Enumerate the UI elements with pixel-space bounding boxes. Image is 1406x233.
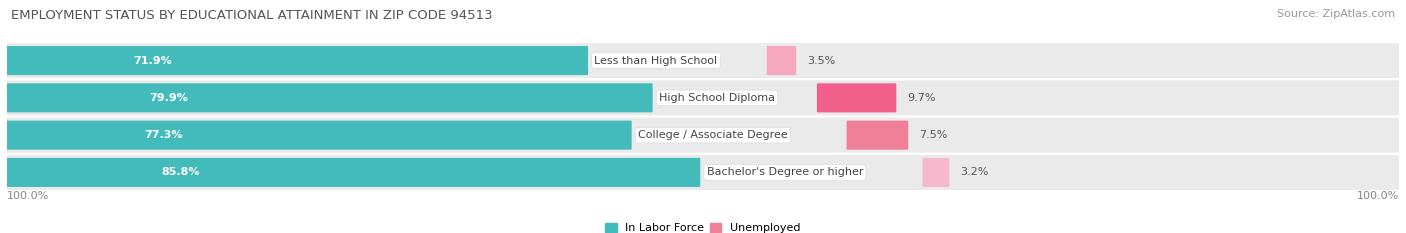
Text: 100.0%: 100.0%: [1357, 191, 1399, 201]
FancyBboxPatch shape: [846, 121, 908, 150]
Text: College / Associate Degree: College / Associate Degree: [638, 130, 787, 140]
Text: 71.9%: 71.9%: [132, 56, 172, 65]
FancyBboxPatch shape: [7, 118, 1399, 153]
Legend: In Labor Force, Unemployed: In Labor Force, Unemployed: [600, 219, 806, 233]
Text: 3.5%: 3.5%: [807, 56, 835, 65]
Text: 7.5%: 7.5%: [918, 130, 948, 140]
Text: EMPLOYMENT STATUS BY EDUCATIONAL ATTAINMENT IN ZIP CODE 94513: EMPLOYMENT STATUS BY EDUCATIONAL ATTAINM…: [11, 9, 494, 22]
Text: 3.2%: 3.2%: [960, 168, 988, 177]
Text: 77.3%: 77.3%: [143, 130, 183, 140]
FancyBboxPatch shape: [7, 46, 588, 75]
Text: 100.0%: 100.0%: [7, 191, 49, 201]
FancyBboxPatch shape: [7, 80, 1399, 115]
FancyBboxPatch shape: [7, 158, 700, 187]
FancyBboxPatch shape: [7, 121, 631, 150]
FancyBboxPatch shape: [7, 43, 1399, 78]
Text: 9.7%: 9.7%: [907, 93, 935, 103]
FancyBboxPatch shape: [766, 46, 796, 75]
FancyBboxPatch shape: [922, 158, 949, 187]
Text: 85.8%: 85.8%: [160, 168, 200, 177]
Text: Less than High School: Less than High School: [595, 56, 717, 65]
FancyBboxPatch shape: [817, 83, 896, 112]
FancyBboxPatch shape: [7, 155, 1399, 190]
Text: 79.9%: 79.9%: [149, 93, 188, 103]
Text: Bachelor's Degree or higher: Bachelor's Degree or higher: [707, 168, 863, 177]
Text: Source: ZipAtlas.com: Source: ZipAtlas.com: [1277, 9, 1395, 19]
Text: High School Diploma: High School Diploma: [659, 93, 775, 103]
FancyBboxPatch shape: [7, 83, 652, 112]
